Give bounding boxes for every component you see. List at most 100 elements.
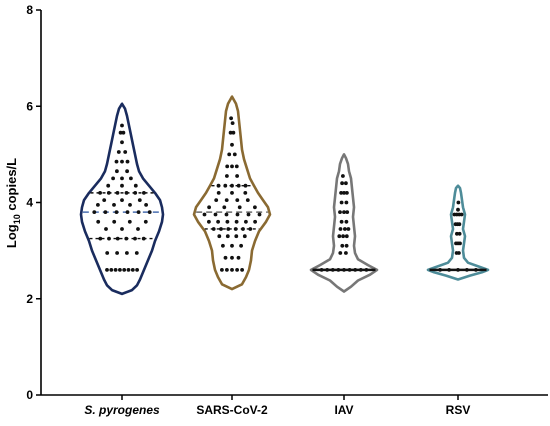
data-point — [96, 219, 101, 224]
data-point — [224, 212, 229, 217]
data-point — [216, 191, 221, 195]
violin-s-pyrogenes — [79, 102, 165, 296]
data-point — [330, 268, 335, 272]
data-point — [233, 227, 238, 231]
data-point — [118, 130, 123, 135]
data-point — [115, 236, 120, 241]
data-point — [235, 212, 240, 217]
data-point — [230, 191, 234, 195]
data-point — [456, 200, 461, 205]
data-point — [107, 236, 111, 241]
x-tick-label: SARS-CoV-2 — [196, 403, 268, 417]
data-point — [225, 174, 229, 178]
data-point — [109, 268, 114, 272]
data-point — [137, 198, 142, 203]
data-point — [230, 268, 234, 272]
data-point — [118, 268, 122, 272]
data-point — [345, 191, 349, 195]
data-point — [474, 268, 478, 272]
data-point — [221, 243, 225, 248]
data-point — [216, 183, 221, 188]
data-point — [325, 268, 330, 272]
data-point — [225, 219, 230, 224]
data-point — [120, 159, 124, 164]
data-point — [133, 183, 138, 188]
axes-layer: S. pyrogenes SARS-CoV-2 IAV RSV 0 2 4 6 8 — [26, 3, 548, 417]
data-point — [456, 207, 460, 212]
data-point — [207, 205, 212, 210]
data-point — [214, 198, 219, 203]
data-point — [133, 191, 138, 195]
data-point — [112, 203, 116, 207]
data-point — [134, 251, 139, 255]
data-point — [248, 227, 253, 231]
data-point — [213, 212, 218, 217]
data-point — [227, 152, 232, 157]
data-point — [125, 169, 129, 174]
data-point — [106, 191, 111, 195]
data-point — [98, 236, 103, 241]
data-point — [358, 268, 363, 272]
data-point — [339, 219, 344, 224]
data-point — [240, 268, 245, 272]
data-point — [344, 200, 349, 205]
data-point — [239, 243, 244, 248]
data-point — [253, 219, 257, 224]
data-point — [236, 183, 241, 188]
data-point — [347, 268, 352, 272]
data-point — [133, 236, 137, 241]
data-point — [228, 130, 233, 135]
data-point — [344, 181, 348, 186]
y-axis-title-rest: copies/L — [4, 158, 19, 214]
data-point — [340, 243, 345, 248]
data-point — [438, 268, 442, 272]
data-point — [246, 212, 251, 217]
data-point — [96, 203, 100, 207]
data-point — [122, 268, 127, 272]
data-point — [230, 121, 235, 125]
y-tick-label: 2 — [26, 292, 33, 306]
data-point — [220, 268, 224, 272]
data-point — [457, 251, 461, 255]
data-point — [116, 150, 121, 154]
data-point — [112, 219, 117, 224]
x-tick-label: RSV — [446, 403, 471, 417]
data-point — [344, 219, 349, 224]
data-point — [211, 227, 216, 231]
data-point — [207, 219, 211, 224]
data-point — [339, 200, 344, 205]
data-point — [231, 130, 236, 135]
y-axis-title-subscript: 10 — [12, 214, 22, 224]
y-tick-label: 4 — [26, 196, 33, 210]
data-point — [242, 234, 247, 239]
data-point — [230, 142, 234, 147]
x-tick-label: IAV — [334, 403, 353, 417]
data-point — [235, 198, 240, 203]
violin-rsv — [426, 184, 490, 281]
data-point — [216, 219, 221, 224]
data-point — [128, 203, 132, 207]
data-point — [243, 183, 248, 188]
data-point — [120, 176, 124, 181]
data-point — [345, 210, 350, 215]
data-point — [136, 227, 140, 231]
y-tick-label: 0 — [26, 388, 33, 402]
data-point — [341, 234, 345, 239]
data-point — [229, 116, 234, 121]
data-point — [120, 123, 124, 128]
point-layer — [92, 116, 478, 272]
data-point — [257, 212, 262, 217]
y-axis-title-main: Log — [4, 224, 19, 248]
y-tick-label: 8 — [26, 3, 33, 17]
data-point — [104, 227, 108, 231]
y-tick-label: 6 — [26, 99, 33, 113]
data-point — [103, 210, 108, 215]
data-point — [339, 191, 343, 195]
x-tick-label: S. pyrogenes — [84, 403, 160, 417]
data-point — [340, 181, 344, 186]
data-point — [125, 159, 130, 164]
data-point — [243, 191, 248, 195]
data-point — [235, 268, 240, 272]
data-point — [124, 191, 129, 195]
data-point — [344, 243, 349, 248]
